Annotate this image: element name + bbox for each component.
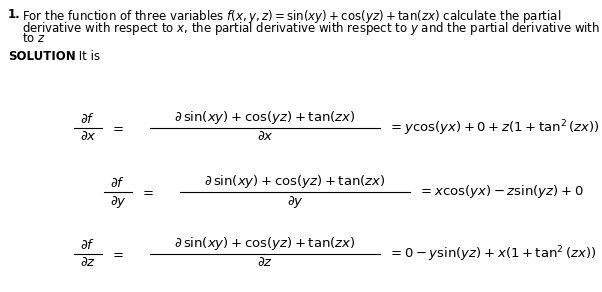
Text: $=$: $=$ [110,121,124,135]
Text: $\partial f$: $\partial f$ [81,112,96,126]
Text: : It is: : It is [71,50,100,63]
Text: $\partial f$: $\partial f$ [81,238,96,252]
Text: $\partial\, \sin(xy) + \cos(yz) + \tan(zx)$: $\partial\, \sin(xy) + \cos(yz) + \tan(z… [174,235,356,252]
Text: $\partial\, \sin(xy) + \cos(yz) + \tan(zx)$: $\partial\, \sin(xy) + \cos(yz) + \tan(z… [204,173,386,190]
Text: $= x\cos(yx) - z\sin(yz) + 0$: $= x\cos(yx) - z\sin(yz) + 0$ [418,183,583,201]
Text: $\partial x$: $\partial x$ [79,130,96,143]
Text: $=$: $=$ [110,248,124,260]
Text: $= 0 - y\sin(yz) + x(1 + \tan^{2}(zx))$: $= 0 - y\sin(yz) + x(1 + \tan^{2}(zx))$ [388,244,596,264]
Text: derivative with respect to $x$, the partial derivative with respect to $y$ and t: derivative with respect to $x$, the part… [22,20,602,37]
Text: For the function of three variables $f(x, y, z) = \sin(xy) + \cos(yz) + \tan(zx): For the function of three variables $f(x… [22,8,561,25]
Text: SOLUTION: SOLUTION [8,50,76,63]
Text: $\partial y$: $\partial y$ [287,194,303,210]
Text: to $z$: to $z$ [22,32,46,45]
Text: $\partial z$: $\partial z$ [80,256,96,269]
Text: $\partial x$: $\partial x$ [256,130,273,143]
Text: $=$: $=$ [140,185,154,199]
Text: 1.: 1. [8,8,20,21]
Text: $\partial z$: $\partial z$ [257,256,273,269]
Text: $\partial\, \sin(xy) + \cos(yz) + \tan(zx)$: $\partial\, \sin(xy) + \cos(yz) + \tan(z… [174,109,356,126]
Text: $\partial y$: $\partial y$ [110,194,126,210]
Text: $\partial f$: $\partial f$ [110,176,126,190]
Text: $= y\cos(yx) + 0 + z(1 + \tan^{2}(zx))$: $= y\cos(yx) + 0 + z(1 + \tan^{2}(zx))$ [388,118,600,138]
